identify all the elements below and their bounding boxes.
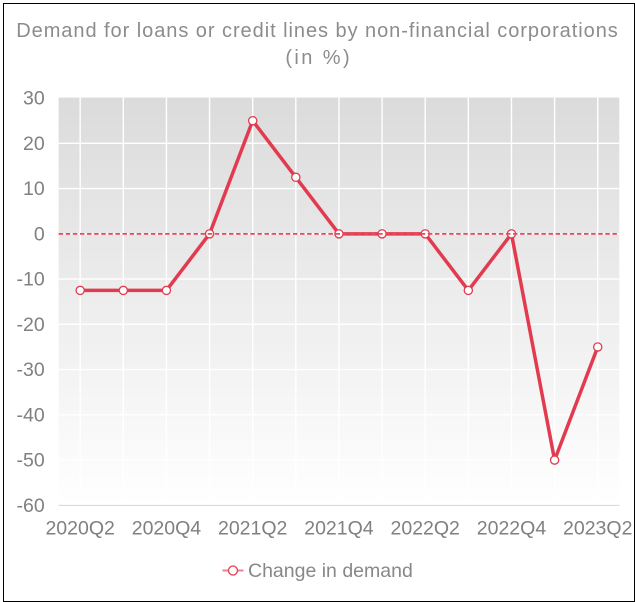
svg-text:2022Q2: 2022Q2: [391, 518, 460, 540]
svg-text:Change in demand: Change in demand: [248, 560, 413, 582]
svg-text:10: 10: [23, 178, 45, 200]
svg-text:-40: -40: [17, 404, 45, 426]
svg-text:2020Q4: 2020Q4: [132, 518, 202, 540]
svg-text:-60: -60: [17, 495, 45, 517]
svg-text:-50: -50: [17, 450, 45, 472]
svg-text:2022Q4: 2022Q4: [477, 518, 547, 540]
svg-text:0: 0: [34, 223, 45, 245]
svg-text:30: 30: [23, 88, 45, 110]
svg-text:20: 20: [23, 133, 45, 155]
svg-text:2021Q2: 2021Q2: [218, 518, 287, 540]
svg-text:2021Q4: 2021Q4: [304, 518, 374, 540]
svg-text:2023Q2: 2023Q2: [563, 518, 632, 540]
svg-text:-20: -20: [17, 314, 45, 336]
svg-text:2020Q2: 2020Q2: [45, 518, 114, 540]
svg-text:-30: -30: [17, 359, 45, 381]
svg-text:-10: -10: [17, 269, 45, 291]
